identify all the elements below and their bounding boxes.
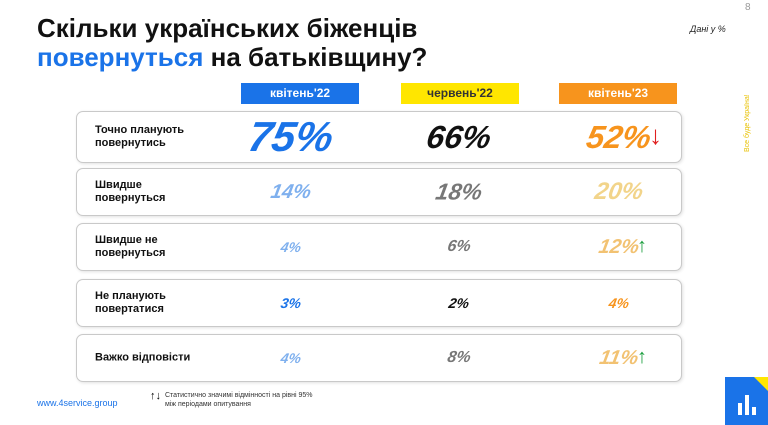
row-label: Важко відповісти bbox=[95, 351, 191, 364]
column-header-jun22: червень'22 bbox=[401, 83, 519, 104]
title-line-2: на батьківщину? bbox=[203, 42, 428, 72]
value-apr23: 11% bbox=[597, 347, 641, 369]
row-label: Швидше повернуться bbox=[95, 179, 166, 204]
table-row-likely-return: Швидше повернуться 14% 18% 20% bbox=[76, 168, 682, 216]
title-line-1: Скільки українських біженців bbox=[37, 13, 418, 43]
brand-logo bbox=[725, 377, 768, 425]
logo-bar bbox=[738, 403, 742, 415]
value-apr22: 3% bbox=[279, 295, 303, 311]
legend-text: Статистично значимі відмінності на рівні… bbox=[165, 392, 313, 408]
value-apr22: 4% bbox=[279, 239, 303, 255]
table-row-hard-to-say: Важко відповісти 4% 8% 11% ↑ bbox=[76, 334, 682, 382]
column-header-apr22: квітень'22 bbox=[241, 83, 359, 104]
unit-note: Дані у % bbox=[690, 24, 726, 34]
trend-up-icon: ↑ bbox=[637, 235, 647, 257]
legend-arrows-icon: ↑↓ bbox=[150, 390, 161, 402]
logo-bar bbox=[745, 395, 749, 415]
table-row-not-planning: Не планують повертатися 3% 2% 4% bbox=[76, 279, 682, 327]
table-row-definitely-return: Точно планують повернутись 75% 66% 52% ↓ bbox=[76, 111, 682, 163]
row-label: Швидше не повернуться bbox=[95, 234, 166, 259]
value-jun22: 6% bbox=[446, 238, 473, 255]
page-number: 8 bbox=[745, 2, 751, 13]
row-label: Точно планують повернутись bbox=[95, 124, 185, 149]
value-jun22: 66% bbox=[423, 119, 495, 155]
side-slogan: Все буде Україна! bbox=[744, 94, 751, 152]
value-jun22: 18% bbox=[433, 178, 485, 205]
table-row-likely-not-return: Швидше не повернуться 4% 6% 12% ↑ bbox=[76, 223, 682, 271]
column-header-apr23: квітень'23 bbox=[559, 83, 677, 104]
value-jun22: 2% bbox=[447, 295, 471, 311]
value-jun22: 8% bbox=[446, 349, 473, 366]
value-apr23: 12% bbox=[597, 236, 641, 258]
trend-up-icon: ↑ bbox=[637, 346, 647, 368]
logo-bar bbox=[752, 407, 756, 415]
value-apr23: 20% bbox=[592, 178, 646, 205]
trend-down-icon: ↓ bbox=[649, 120, 662, 150]
value-apr22: 14% bbox=[269, 181, 313, 203]
value-apr22: 75% bbox=[244, 113, 338, 160]
value-apr23: 52% bbox=[583, 119, 655, 155]
website-link[interactable]: www.4service.group bbox=[37, 398, 118, 408]
row-label: Не планують повертатися bbox=[95, 290, 166, 315]
title-accent: повернуться bbox=[37, 42, 204, 72]
value-apr23: 4% bbox=[607, 295, 631, 311]
logo-corner-shape bbox=[754, 377, 768, 391]
slide-title: Скільки українських біженців повернуться… bbox=[37, 14, 427, 72]
value-apr22: 4% bbox=[279, 350, 303, 366]
